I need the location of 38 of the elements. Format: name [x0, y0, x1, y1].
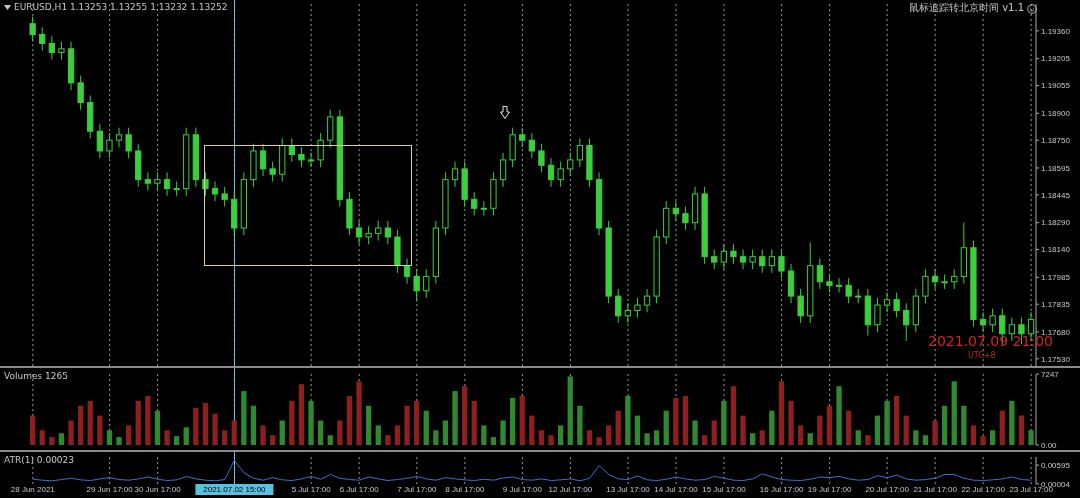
- x-tick-label: 7 Jul 17:00: [397, 485, 437, 494]
- annotation: UTC+8: [968, 351, 996, 360]
- x-tick-label: 6 Jul 17:00: [339, 485, 380, 494]
- x-tick-label: 5 Jul 17:00: [291, 485, 332, 494]
- y-tick-label: 1.17985: [1041, 273, 1071, 283]
- x-tick-label: 30 Jun 17:00: [134, 485, 182, 494]
- x-tick-label: 22 Jul 17:00: [961, 485, 1006, 494]
- x-tick-label: 12 Jul 17:00: [548, 485, 593, 494]
- x-tick-label: 29 Jun 17:00: [86, 485, 134, 494]
- x-tick-label: 15 Jul 17:00: [702, 485, 747, 494]
- x-tick-label: 8 Jul 17:00: [445, 485, 485, 494]
- y-tick-label: 1.18595: [1041, 163, 1071, 173]
- y-tick-label: 7247: [1041, 369, 1060, 379]
- y-tick-label: 1.18445: [1041, 190, 1071, 200]
- chart-title: ATR(1) 0.00023: [4, 455, 75, 465]
- x-tick-label: 19 Jul 17:00: [807, 485, 852, 494]
- annotation: 鼠标追踪转北京时间 v1.1: [909, 1, 1024, 15]
- x-tick-label: 21 Jul 17:00: [913, 485, 958, 494]
- y-tick-label: 0.00: [1041, 440, 1058, 450]
- x-tick-label: 13 Jul 17:00: [606, 485, 651, 494]
- x-tick-label: 28 Jun 2021: [10, 485, 56, 494]
- x-tick-label: 9 Jul 17:00: [502, 485, 543, 494]
- x-tick-label: 2021.07.02 15:00: [203, 485, 267, 494]
- y-tick-label: 1.19205: [1041, 54, 1071, 64]
- y-tick-label: 1.18140: [1041, 245, 1071, 255]
- y-tick-label: 1.19055: [1041, 81, 1071, 91]
- y-tick-label: 0.00595: [1041, 460, 1071, 470]
- y-tick-label: 1.18750: [1041, 136, 1071, 146]
- y-tick-label: 1.18290: [1041, 218, 1071, 228]
- y-tick-label: 1.18900: [1041, 109, 1071, 119]
- x-tick-label: 16 Jul 17:00: [759, 485, 804, 494]
- chart-title: EURUSD,H1 1.13253 1.13255 1.13232 1.13252: [14, 2, 228, 12]
- chart-title: Volumes 1265: [4, 371, 68, 381]
- y-tick-label: 1.17530: [1041, 354, 1071, 364]
- x-tick-label: 14 Jul 17:00: [654, 485, 699, 494]
- x-tick-label: 20 Jul 17:00: [865, 485, 910, 494]
- y-tick-label: 1.19360: [1041, 26, 1071, 36]
- y-tick-label: 1.17835: [1041, 300, 1071, 310]
